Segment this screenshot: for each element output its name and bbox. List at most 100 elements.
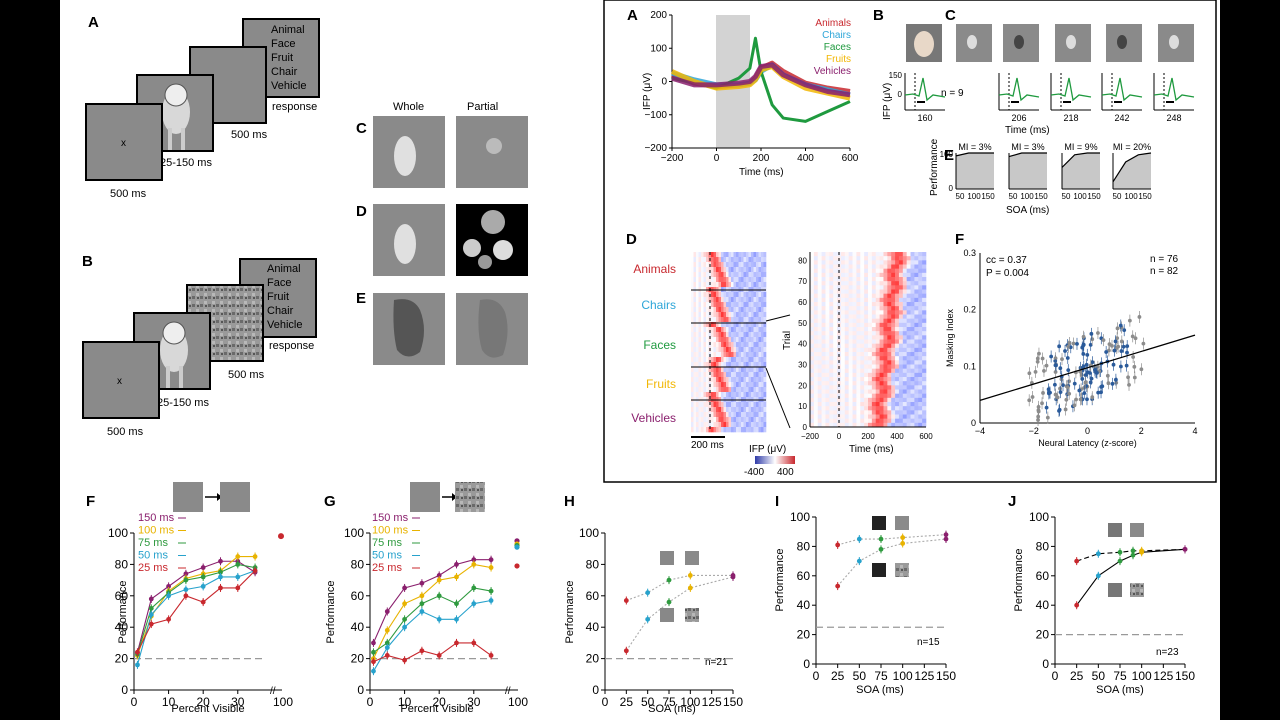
mi-x-tick: 50 [1009, 192, 1018, 201]
heat-cell [733, 297, 737, 303]
heat-cell [844, 327, 849, 332]
heat-cell [718, 422, 722, 428]
heat-cell [860, 377, 865, 382]
heat-cell [825, 414, 830, 419]
heat-cell [868, 285, 873, 290]
heat-cell [718, 367, 722, 373]
heat-cell [703, 387, 707, 393]
heat-cell [751, 337, 754, 343]
heat-cell [817, 314, 822, 319]
heat-cell [761, 362, 764, 368]
bottom-g-label: G [324, 493, 336, 510]
heat-cell [887, 281, 892, 286]
heat-cell [825, 318, 830, 324]
heat-cell [743, 312, 747, 318]
heat-cell [728, 407, 732, 413]
heat-cell [813, 364, 819, 369]
heat-cell [736, 342, 739, 348]
heat-cell [817, 368, 822, 374]
face-trace [904, 77, 946, 102]
heat-cell [864, 356, 869, 361]
heat-cell [902, 310, 907, 315]
heat-cell [728, 307, 732, 313]
heat-cell [879, 410, 884, 415]
heat-cell [763, 417, 767, 423]
heat-cell [898, 372, 904, 378]
heat-cell [753, 297, 757, 303]
electrode-point [1049, 354, 1054, 359]
heat-cell [840, 372, 846, 378]
heat-xlabel: Time (ms) [849, 444, 894, 455]
heat-cell [898, 389, 904, 394]
heat-cell [895, 364, 900, 369]
heat-cell [810, 297, 815, 303]
heat-cell [763, 252, 767, 258]
heat-cell [761, 257, 764, 263]
heat-cell [810, 322, 815, 328]
heat-cell [895, 368, 900, 374]
data-point [623, 598, 629, 603]
heat-cell [723, 317, 727, 323]
heat-cell [698, 342, 702, 348]
heat-cell [840, 343, 846, 349]
choice-chair-b: Chair [267, 305, 294, 317]
heat-cell [817, 281, 822, 286]
heat-cell [871, 322, 877, 328]
rf-spot [1066, 35, 1076, 49]
heat-cell [691, 417, 694, 423]
heat-cell [746, 377, 749, 383]
heat-cell [813, 281, 819, 286]
heat-cell [693, 407, 697, 413]
heat-cell [741, 352, 744, 358]
heat-cell [736, 262, 739, 268]
heat-cell [731, 292, 734, 298]
data-point [471, 601, 477, 607]
heat-cell [864, 293, 869, 299]
heat-cell [887, 393, 892, 399]
heat-cell [844, 402, 849, 407]
heat-cell [746, 362, 749, 368]
f-ylabel: Performance [117, 581, 129, 644]
heat-cell [856, 277, 861, 282]
heat-cell [829, 393, 834, 399]
heat-cell [910, 410, 915, 415]
heat-cell [756, 422, 759, 428]
heat-cell [875, 268, 880, 274]
mi-label: MI = 3% [958, 142, 991, 152]
heat-cell [708, 357, 712, 363]
heat-cell [840, 268, 846, 274]
heat-cell [918, 352, 923, 357]
heat-cell [758, 282, 762, 288]
heat-cell [871, 285, 877, 290]
heat-cell [711, 342, 714, 348]
heat-cell [829, 281, 834, 286]
heat-cell [840, 293, 846, 299]
heat-cell [891, 293, 896, 299]
performance-area [1113, 153, 1151, 189]
heatmap-all-categories [691, 252, 767, 433]
x-tick-label: 0 [602, 695, 609, 709]
heat-cell [848, 297, 853, 303]
cat-vehicles: Vehicles [631, 411, 676, 425]
heat-cell [743, 342, 747, 348]
heat-cell [918, 256, 923, 261]
heat-cell [883, 272, 888, 278]
heat-cell [817, 264, 822, 269]
trace-latency: 206 [1011, 113, 1026, 123]
heat-cell [860, 285, 865, 290]
heat-cell [891, 393, 896, 399]
heat-cell [856, 272, 861, 278]
heat-cell [741, 377, 744, 383]
heat-cell [817, 268, 822, 274]
heat-cell [746, 317, 749, 323]
rf-spot [967, 35, 977, 49]
heat-cell [756, 292, 759, 298]
heat-cell [756, 277, 759, 283]
heat-cell [875, 372, 880, 378]
x-tick-label: 20 [197, 695, 211, 709]
heat-cell [852, 422, 857, 428]
h-xlabel: SOA (ms) [648, 703, 696, 715]
heat-cell [813, 377, 819, 382]
heat-cell [871, 277, 877, 282]
